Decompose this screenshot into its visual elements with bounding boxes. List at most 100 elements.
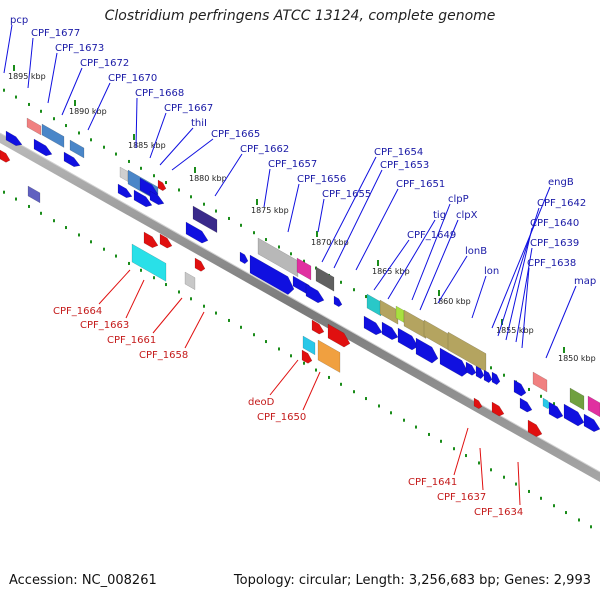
gene-label: CPF_1649 bbox=[407, 230, 456, 241]
gene-label: CPF_1662 bbox=[240, 144, 289, 155]
tick-dot bbox=[490, 366, 492, 370]
kbp-label: 1855 kbp bbox=[496, 326, 534, 335]
tick-dot bbox=[328, 375, 330, 379]
tick-dot bbox=[340, 280, 342, 284]
tick-dot bbox=[28, 102, 30, 106]
gene-label: CPF_1641 bbox=[408, 477, 457, 488]
tick-dot bbox=[553, 504, 555, 508]
label-leader-line bbox=[87, 82, 111, 131]
tick-dot bbox=[40, 211, 42, 215]
tick-dot bbox=[265, 238, 267, 242]
label-leader-line bbox=[321, 156, 377, 263]
gene-label: CPF_1661 bbox=[107, 335, 156, 346]
forward-gene-arrow bbox=[305, 283, 325, 304]
label-leader-line bbox=[419, 219, 459, 311]
label-leaders bbox=[3, 24, 577, 506]
kbp-label: 1875 kbp bbox=[251, 206, 289, 215]
kbp-label: 1890 kbp bbox=[69, 107, 107, 116]
label-leader-line bbox=[263, 168, 271, 208]
label-leader-line bbox=[184, 311, 205, 349]
reverse-gene-arrow bbox=[491, 401, 505, 417]
label-leader-line bbox=[521, 267, 530, 349]
gene-label: clpP bbox=[448, 194, 469, 205]
reverse-gene-arrow bbox=[0, 149, 11, 163]
tick-dot bbox=[203, 202, 205, 206]
forward-gene-arrow bbox=[5, 130, 23, 146]
tick-dot bbox=[490, 468, 492, 472]
tick-dot bbox=[78, 131, 80, 135]
forward-gene-arrow bbox=[475, 365, 485, 380]
gene-box bbox=[587, 395, 600, 418]
gene-box bbox=[569, 387, 585, 411]
reverse-gene-arrow bbox=[327, 323, 351, 348]
tick-dot bbox=[103, 247, 105, 251]
tick-dot bbox=[115, 152, 117, 156]
kbp-label: 1885 kbp bbox=[128, 141, 166, 150]
tick-dot bbox=[78, 233, 80, 237]
forward-gene-arrow bbox=[185, 221, 209, 244]
tick-dot bbox=[103, 145, 105, 149]
tick-dot bbox=[253, 333, 255, 337]
forward-gene-arrow bbox=[239, 251, 249, 265]
tick-dot bbox=[278, 347, 280, 351]
gene-label: CPF_1654 bbox=[374, 147, 423, 158]
tick-dot bbox=[65, 226, 67, 230]
tick-dot bbox=[65, 124, 67, 128]
kbp-label: 1870 kbp bbox=[311, 238, 349, 247]
tick-dot bbox=[215, 209, 217, 213]
gene-label: CPF_1672 bbox=[80, 58, 129, 69]
label-leader-line bbox=[149, 112, 167, 159]
gene-label: CPF_1657 bbox=[268, 159, 317, 170]
gene-label: thiI bbox=[191, 118, 207, 129]
gene-box bbox=[41, 123, 65, 148]
gene-box bbox=[184, 271, 196, 291]
gene-label: CPF_1670 bbox=[108, 73, 157, 84]
tick-dot bbox=[240, 325, 242, 329]
gene-label: CPF_1664 bbox=[53, 306, 102, 317]
gene-box bbox=[315, 266, 335, 292]
label-leader-line bbox=[287, 183, 300, 233]
reverse-gene-arrow bbox=[194, 257, 206, 272]
tick-dot bbox=[415, 425, 417, 429]
tick-dot bbox=[378, 404, 380, 408]
forward-gene-arrow bbox=[363, 315, 383, 336]
tick-dot bbox=[128, 159, 130, 163]
label-leader-line bbox=[355, 188, 399, 271]
label-leader-line bbox=[387, 219, 436, 300]
reverse-gene-arrow bbox=[473, 397, 483, 410]
gene-label: CPF_1653 bbox=[380, 160, 429, 171]
reverse-gene-arrow bbox=[157, 179, 167, 192]
tick-dot bbox=[40, 109, 42, 113]
label-leader-line bbox=[515, 247, 533, 343]
forward-gene-arrow bbox=[63, 151, 81, 167]
forward-gene-arrow bbox=[133, 189, 153, 208]
gene-box bbox=[403, 309, 427, 339]
forward-gene-arrow bbox=[381, 321, 399, 340]
gene-box bbox=[366, 293, 382, 317]
tick-dot bbox=[90, 240, 92, 244]
tick-dot bbox=[215, 311, 217, 315]
gene-label: CPF_1642 bbox=[537, 198, 586, 209]
label-leader-line bbox=[517, 461, 521, 506]
forward-gene-arrow bbox=[491, 371, 501, 386]
gene-label: CPF_1677 bbox=[31, 28, 80, 39]
tick-dot bbox=[440, 439, 442, 443]
gene-label: lon bbox=[484, 266, 499, 277]
forward-gene-arrow bbox=[397, 327, 419, 351]
gene-label: lonB bbox=[465, 246, 487, 257]
tick-dot bbox=[228, 318, 230, 322]
gene-label: clpX bbox=[456, 210, 478, 221]
tick-dot bbox=[478, 461, 480, 465]
tick-dot bbox=[165, 181, 167, 185]
tick-dot bbox=[165, 283, 167, 287]
tick-dot bbox=[578, 518, 580, 522]
tick-dot bbox=[278, 245, 280, 249]
genome-summary: Topology: circular; Length: 3,256,683 bp… bbox=[233, 573, 591, 588]
tick-dot bbox=[353, 288, 355, 292]
gene-label: CPF_1637 bbox=[437, 492, 486, 503]
tick-dot bbox=[115, 254, 117, 258]
forward-gene-arrow bbox=[439, 347, 469, 377]
tick-dot bbox=[190, 297, 192, 301]
gene-box bbox=[379, 299, 399, 325]
